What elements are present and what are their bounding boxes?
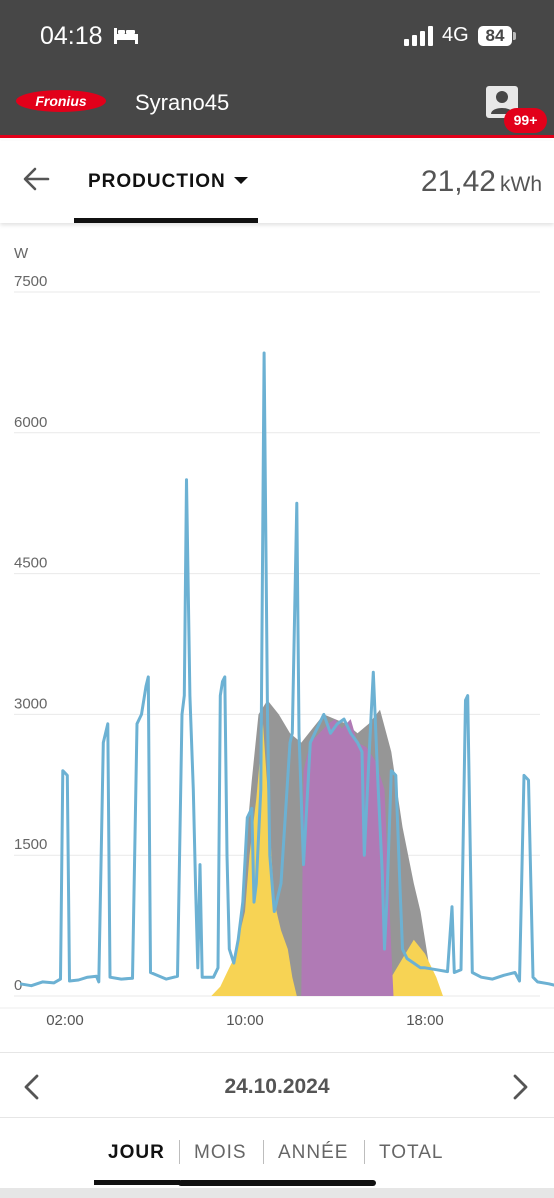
- bottom-strip: [0, 1188, 554, 1198]
- y-axis-label: W: [14, 245, 29, 262]
- battery-level: 84: [485, 26, 505, 45]
- line-series-3: [19, 351, 554, 988]
- x-tick-label: 18:00: [406, 1012, 444, 1029]
- status-time: 04:18: [40, 22, 103, 50]
- y-tick-label: 4500: [14, 555, 47, 572]
- energy-value: 21,42: [420, 165, 496, 198]
- area-series-1: [211, 723, 443, 996]
- production-chart[interactable]: W 0 1500 3000 4500 6000 7500 02:00 10:00 18:00: [0, 230, 554, 1050]
- tab-mois[interactable]: MOIS: [194, 1142, 247, 1163]
- production-dropdown[interactable]: PRODUCTION: [74, 141, 258, 223]
- caret-down-icon: [234, 177, 248, 184]
- tab-annee[interactable]: ANNÉE: [278, 1142, 349, 1163]
- toolbar: PRODUCTION 21,42 kWh: [0, 141, 554, 223]
- tab-separator: [179, 1140, 180, 1164]
- tab-separator: [364, 1140, 365, 1164]
- battery-tip: [513, 32, 516, 40]
- site-name[interactable]: Syrano45: [135, 90, 230, 115]
- battery-icon: 84: [478, 26, 512, 46]
- tab-total[interactable]: TOTAL: [379, 1142, 444, 1163]
- status-bar: 04:18 4G 84: [0, 0, 554, 72]
- x-tick-label: 02:00: [46, 1012, 84, 1029]
- energy-unit: kWh: [500, 173, 542, 196]
- date-navigation: 24.10.2024: [0, 1052, 554, 1118]
- network-type: 4G: [442, 24, 469, 46]
- x-ticks: 02:00 10:00 18:00: [0, 1007, 554, 1029]
- home-indicator[interactable]: [178, 1180, 376, 1186]
- current-date[interactable]: 24.10.2024: [224, 1075, 330, 1098]
- bed-icon: [114, 28, 138, 44]
- chevron-right-icon[interactable]: [508, 1073, 532, 1101]
- series-layer: [19, 351, 554, 996]
- energy-total: 21,42 kWh: [421, 165, 542, 199]
- tab-separator: [263, 1140, 264, 1164]
- x-tick-label: 10:00: [226, 1012, 264, 1029]
- tab-jour[interactable]: JOUR: [108, 1142, 165, 1163]
- y-tick-label: 0: [14, 977, 22, 994]
- y-tick-label: 1500: [14, 836, 47, 853]
- logo-text: Fronius: [35, 93, 87, 109]
- back-arrow-icon[interactable]: [22, 165, 50, 193]
- chevron-left-icon[interactable]: [20, 1073, 44, 1101]
- period-tabs: JOUR MOIS ANNÉE TOTAL: [0, 1120, 554, 1186]
- active-tab-indicator: [94, 1180, 180, 1185]
- y-tick-label: 3000: [14, 695, 47, 712]
- signal-icon: [404, 26, 433, 46]
- y-tick-label: 6000: [14, 414, 47, 431]
- notification-badge[interactable]: 99+: [504, 108, 547, 133]
- area-series-2: [301, 719, 394, 996]
- app-bar: Fronius Syrano45 99+: [0, 72, 554, 138]
- fronius-logo[interactable]: Fronius: [16, 89, 106, 113]
- y-tick-label: 7500: [14, 273, 47, 290]
- production-label: PRODUCTION: [88, 171, 226, 192]
